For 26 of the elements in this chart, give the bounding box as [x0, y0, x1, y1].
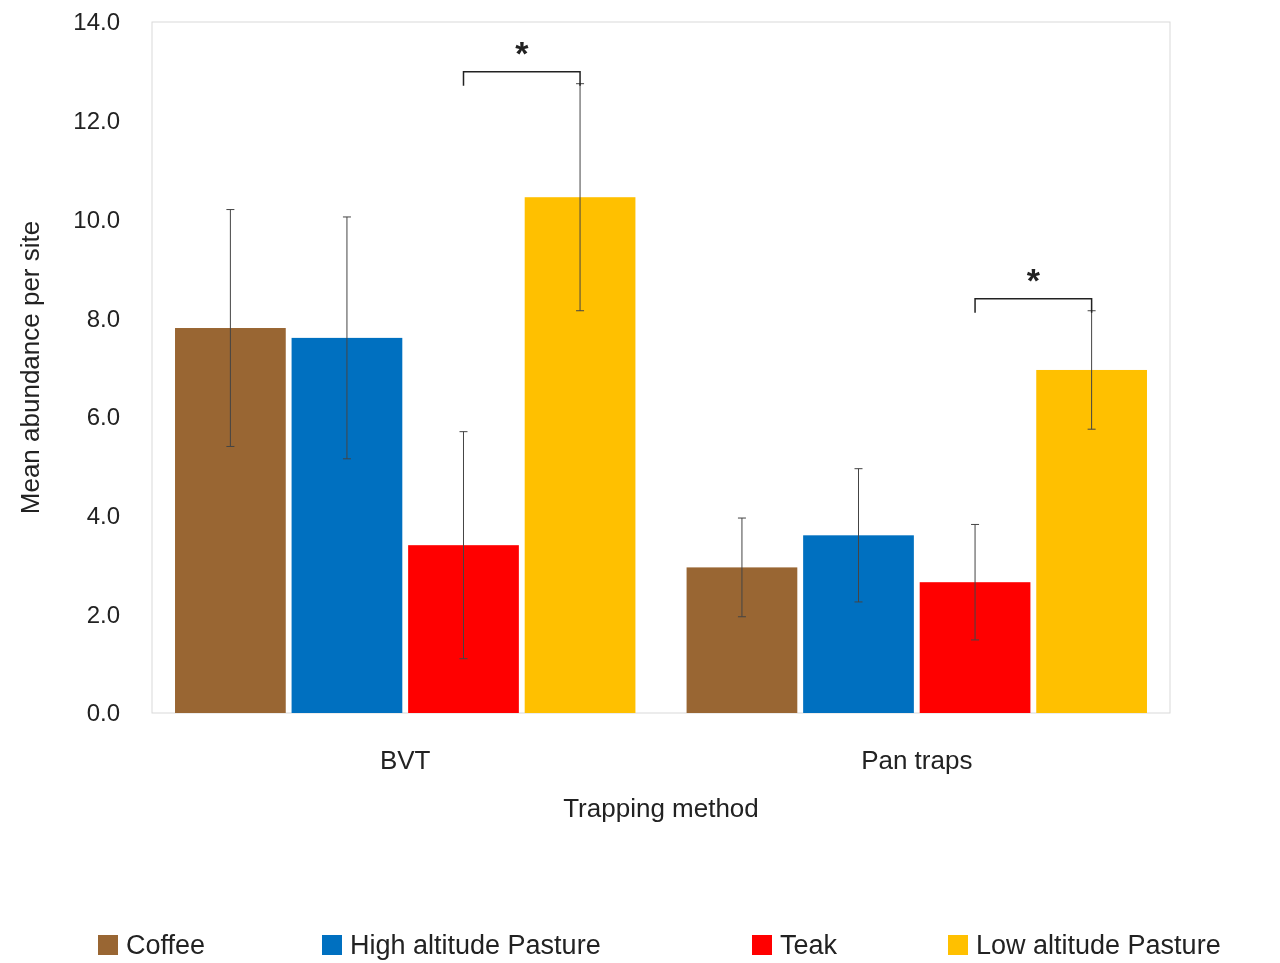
y-axis-title: Mean abundance per site	[15, 220, 46, 515]
bar	[1036, 369, 1147, 713]
bar	[686, 567, 798, 713]
legend-label: Teak	[780, 930, 838, 961]
y-tick-label: 2.0	[86, 600, 120, 628]
y-tick-label: 4.0	[86, 501, 120, 529]
bar	[919, 582, 1031, 713]
y-tick-label: 8.0	[86, 304, 120, 332]
x-axis-title: Trapping method	[563, 793, 759, 824]
bar	[408, 545, 519, 713]
annotation: *	[1026, 260, 1041, 299]
annotation: *	[515, 33, 530, 72]
x-tick-label: BVT	[379, 745, 431, 776]
y-tick-label: 0.0	[86, 699, 120, 727]
x-tick-label: Pan traps	[861, 745, 973, 776]
bar	[175, 328, 286, 713]
y-tick-label: 6.0	[86, 403, 120, 431]
bar	[803, 535, 914, 713]
legend-label: Coffee	[126, 930, 206, 961]
y-tick-label: 10.0	[73, 205, 120, 233]
y-tick-label: 14.0	[73, 8, 120, 36]
legend-label: Low altitude Pasture	[976, 930, 1221, 961]
bar	[524, 197, 636, 713]
y-tick-label: 12.0	[73, 107, 120, 135]
legend-label: High altitude Pasture	[350, 930, 601, 961]
bar	[291, 337, 403, 713]
